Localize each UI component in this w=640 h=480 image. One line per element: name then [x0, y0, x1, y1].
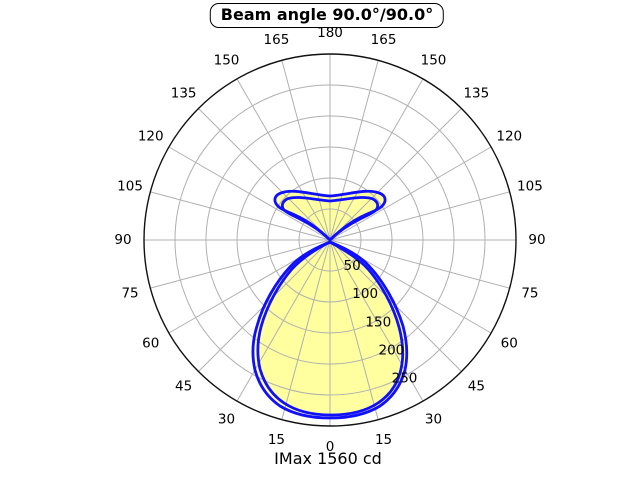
angle-tick-label: 60	[142, 336, 159, 352]
angle-tick-label: 135	[171, 86, 197, 102]
beam-curve-plane1-upper	[273, 189, 387, 242]
radial-tick-label: 100	[352, 286, 378, 302]
radial-tick-label: 250	[392, 370, 418, 386]
angle-tick-label: 75	[121, 286, 138, 302]
angle-tick-label: 90	[114, 232, 131, 248]
angle-tick-label: 90	[528, 232, 545, 248]
angle-tick-label: 105	[117, 178, 143, 194]
radial-tick-label: 50	[344, 258, 361, 274]
angle-tick-label: 30	[218, 411, 235, 427]
grid-ring	[205, 115, 455, 365]
radial-tick-labels: 50 100 150 200 250	[344, 258, 418, 386]
grid-ring	[174, 84, 486, 396]
angle-tick-label: 105	[517, 178, 543, 194]
angle-tick-label: 120	[496, 129, 522, 145]
angle-tick-label: 150	[421, 53, 447, 69]
angle-tick-label: 165	[264, 32, 290, 48]
angle-tick-label: 135	[463, 86, 489, 102]
angle-tick-label: 15	[375, 432, 392, 448]
angle-tick-label: 75	[521, 286, 538, 302]
beam-curve-plane1-main	[251, 240, 409, 420]
chart-title: Beam angle 90.0°/90.0°	[209, 3, 445, 28]
grid-ring	[267, 177, 393, 303]
beam-curve-plane2-main	[256, 240, 405, 417]
angle-tick-label: 180	[317, 25, 343, 41]
radial-tick-label: 150	[365, 314, 391, 330]
angle-tick-label: 45	[175, 378, 192, 394]
angle-tick-label: 60	[501, 336, 518, 352]
imax-label: IMax 1560 cd	[274, 449, 382, 468]
angle-tick-label: 165	[371, 32, 397, 48]
angle-tick-labels: 0 15 15 30 30 45 45 60 60 75 75 90 90 105 105 120 120 135…	[114, 25, 545, 455]
angle-tick-label: 45	[468, 378, 485, 394]
angle-tick-label: 0	[326, 439, 335, 455]
angle-tick-label: 30	[425, 411, 442, 427]
grid-ring	[236, 146, 424, 334]
outer-circle	[143, 53, 517, 427]
angle-tick-label: 120	[138, 129, 164, 145]
angle-tick-label: 15	[268, 432, 285, 448]
angle-tick-label: 150	[214, 53, 240, 69]
grid-ring	[298, 208, 362, 272]
radial-tick-label: 200	[379, 342, 405, 358]
